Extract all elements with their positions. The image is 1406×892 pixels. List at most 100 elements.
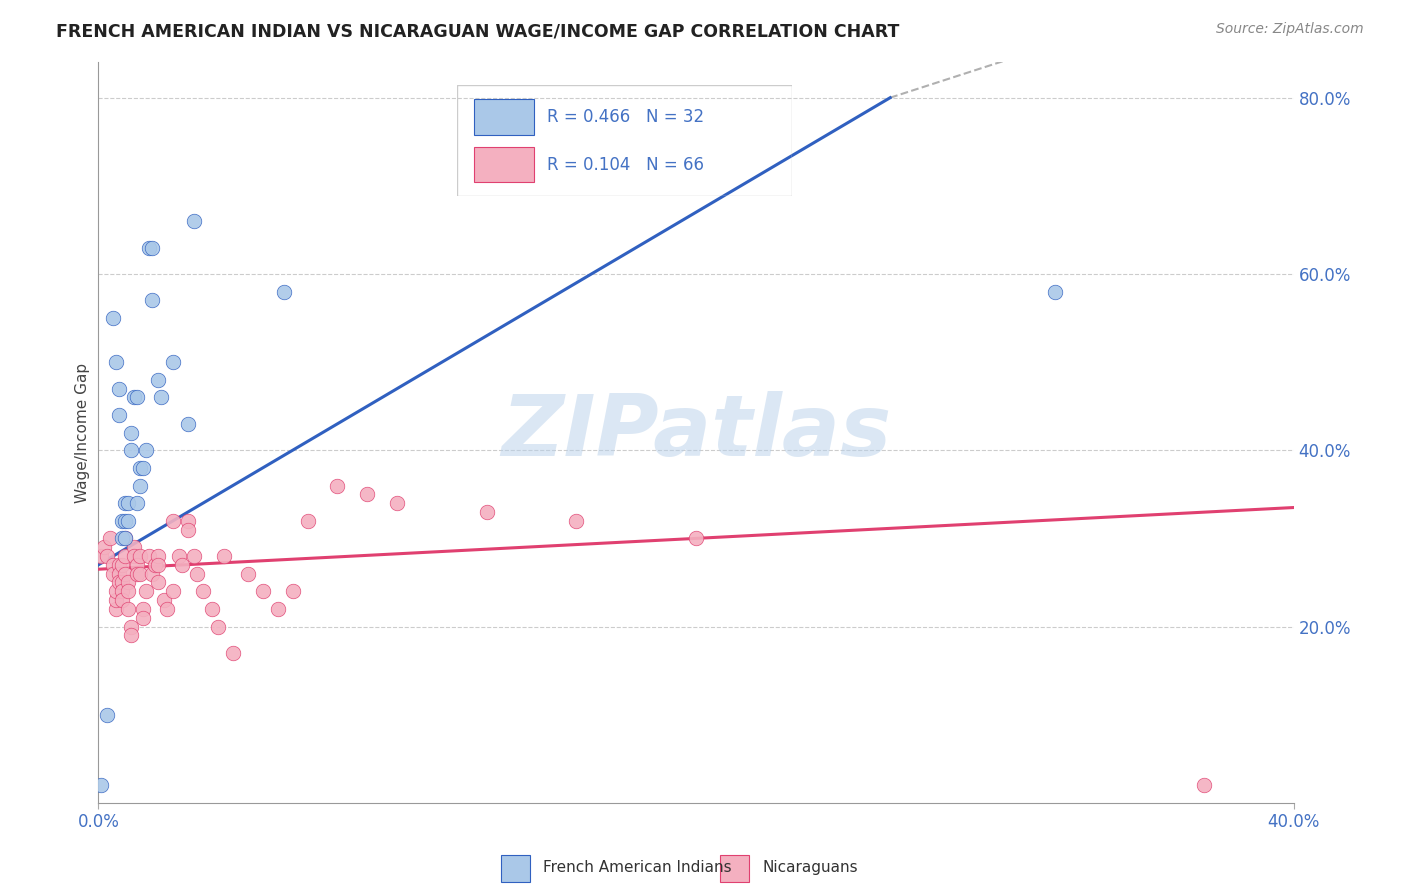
Point bbox=[201, 602, 224, 616]
Point bbox=[148, 373, 170, 387]
Point bbox=[105, 602, 128, 616]
Point bbox=[103, 311, 125, 326]
Point bbox=[141, 293, 163, 308]
Point bbox=[105, 593, 128, 607]
Point bbox=[236, 566, 259, 581]
Point bbox=[129, 461, 152, 475]
Point bbox=[207, 619, 229, 633]
Point bbox=[148, 549, 170, 563]
Point bbox=[108, 566, 131, 581]
Text: Source: ZipAtlas.com: Source: ZipAtlas.com bbox=[1216, 22, 1364, 37]
Point bbox=[156, 602, 179, 616]
Point bbox=[141, 566, 163, 581]
Point bbox=[143, 558, 166, 572]
Point bbox=[111, 514, 134, 528]
Point bbox=[111, 532, 134, 546]
Text: French American Indians: French American Indians bbox=[543, 860, 731, 875]
Point bbox=[212, 549, 235, 563]
Bar bbox=[720, 855, 749, 881]
Point bbox=[475, 505, 498, 519]
Point bbox=[183, 214, 205, 228]
Point bbox=[96, 707, 118, 722]
Point bbox=[135, 584, 157, 599]
Point bbox=[108, 382, 131, 396]
Point bbox=[141, 240, 163, 255]
Point bbox=[117, 575, 139, 590]
Point bbox=[167, 549, 190, 563]
Point bbox=[148, 558, 170, 572]
Point bbox=[565, 514, 588, 528]
Point bbox=[172, 558, 194, 572]
Y-axis label: Wage/Income Gap: Wage/Income Gap bbox=[75, 362, 90, 503]
Point bbox=[129, 549, 152, 563]
Point bbox=[162, 355, 184, 369]
Text: FRENCH AMERICAN INDIAN VS NICARAGUAN WAGE/INCOME GAP CORRELATION CHART: FRENCH AMERICAN INDIAN VS NICARAGUAN WAG… bbox=[56, 22, 900, 40]
Point bbox=[103, 566, 125, 581]
Point bbox=[148, 575, 170, 590]
Point bbox=[114, 566, 136, 581]
Bar bbox=[501, 855, 530, 881]
Point bbox=[177, 514, 200, 528]
Point bbox=[186, 566, 208, 581]
Point bbox=[222, 646, 245, 660]
Point bbox=[114, 549, 136, 563]
Text: ZIPatlas: ZIPatlas bbox=[501, 391, 891, 475]
Point bbox=[127, 566, 149, 581]
Point bbox=[93, 540, 115, 554]
Point bbox=[252, 584, 274, 599]
Point bbox=[90, 549, 112, 563]
Point bbox=[297, 514, 319, 528]
Point bbox=[120, 443, 142, 458]
Point bbox=[127, 390, 149, 404]
Point bbox=[114, 514, 136, 528]
Point bbox=[127, 558, 149, 572]
Point bbox=[111, 558, 134, 572]
Point bbox=[108, 575, 131, 590]
Point bbox=[138, 549, 160, 563]
Point bbox=[267, 602, 290, 616]
Point bbox=[150, 390, 173, 404]
Point bbox=[111, 593, 134, 607]
Point bbox=[120, 425, 142, 440]
Point bbox=[191, 584, 214, 599]
Point bbox=[177, 523, 200, 537]
Point bbox=[273, 285, 295, 299]
Point bbox=[162, 514, 184, 528]
Point bbox=[124, 390, 146, 404]
Point bbox=[117, 584, 139, 599]
Point bbox=[153, 593, 176, 607]
Point bbox=[124, 549, 146, 563]
Point bbox=[162, 584, 184, 599]
Point bbox=[356, 487, 378, 501]
Point bbox=[135, 443, 157, 458]
Point bbox=[117, 496, 139, 510]
Point bbox=[129, 478, 152, 492]
Point bbox=[124, 540, 146, 554]
Point bbox=[108, 408, 131, 422]
Point bbox=[120, 628, 142, 642]
Point bbox=[98, 532, 122, 546]
Point bbox=[326, 478, 349, 492]
Point bbox=[1043, 285, 1066, 299]
Point bbox=[120, 619, 142, 633]
Point bbox=[114, 496, 136, 510]
Point bbox=[183, 549, 205, 563]
Point bbox=[111, 584, 134, 599]
Point bbox=[138, 240, 160, 255]
Point bbox=[90, 778, 112, 792]
Point bbox=[1192, 778, 1215, 792]
Point bbox=[132, 461, 155, 475]
Point bbox=[114, 532, 136, 546]
Point bbox=[132, 602, 155, 616]
Point bbox=[105, 355, 128, 369]
Point bbox=[103, 558, 125, 572]
Point bbox=[117, 514, 139, 528]
Point bbox=[177, 417, 200, 431]
Point bbox=[111, 575, 134, 590]
Point bbox=[129, 566, 152, 581]
Point bbox=[281, 584, 304, 599]
Point bbox=[127, 496, 149, 510]
Point bbox=[385, 496, 409, 510]
Point bbox=[114, 532, 136, 546]
Point bbox=[105, 584, 128, 599]
